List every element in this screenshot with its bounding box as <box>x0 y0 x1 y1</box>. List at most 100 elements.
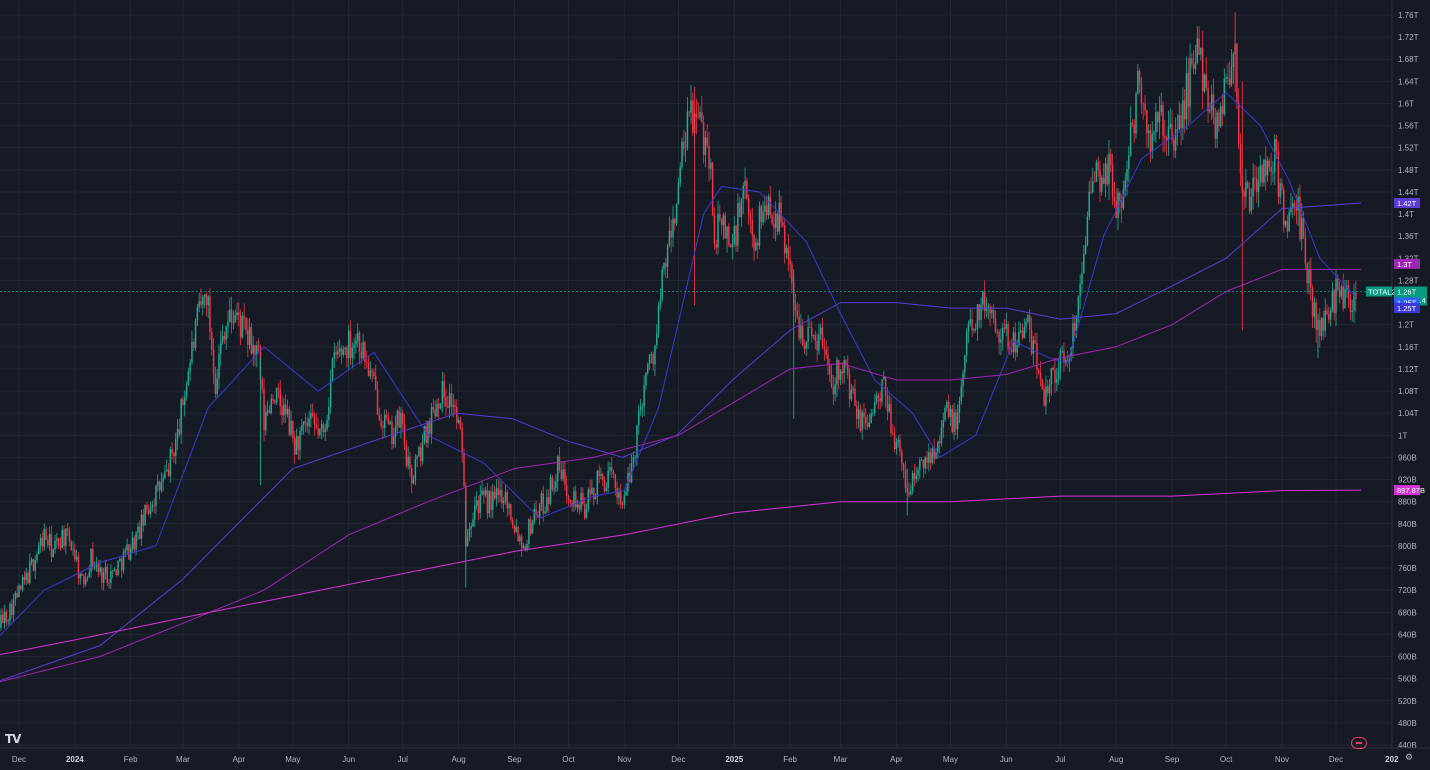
price-tick-label: 920B <box>1398 476 1417 485</box>
candle-body <box>120 558 123 571</box>
candle-body <box>1158 111 1161 123</box>
tradingview-logo-icon[interactable]: TV <box>5 732 22 746</box>
candle-body <box>692 100 694 133</box>
candle-body <box>283 404 285 416</box>
candle-body <box>140 514 143 539</box>
candle-body <box>1054 370 1056 383</box>
candle-body <box>34 560 36 571</box>
candle-body <box>1110 153 1112 166</box>
candle-body <box>383 414 386 428</box>
candle-body <box>59 545 62 548</box>
candle-body <box>54 540 56 550</box>
candle-body <box>1142 103 1144 105</box>
candle-body <box>104 566 107 573</box>
candle-body <box>697 117 699 118</box>
candle-body <box>663 263 665 270</box>
candle-body <box>142 514 145 526</box>
candle-body <box>1144 103 1146 111</box>
candle-body <box>401 412 404 424</box>
candle-body <box>632 457 635 463</box>
candle-body <box>652 354 654 365</box>
candle-body <box>787 247 790 259</box>
candle-body <box>403 423 406 445</box>
candle-body <box>1111 165 1114 198</box>
candle-body <box>1347 285 1350 299</box>
replay-icon[interactable] <box>1351 737 1367 749</box>
candle-body <box>176 429 179 440</box>
candle-body <box>295 436 298 455</box>
candle-body <box>746 180 748 199</box>
candle-body <box>1074 323 1076 332</box>
candle-body <box>856 405 858 419</box>
candle-body <box>949 408 952 417</box>
candle-body <box>1279 183 1281 197</box>
candle-body <box>1182 100 1184 129</box>
candle-body <box>773 223 775 228</box>
candle-body <box>171 449 173 454</box>
candle-body <box>513 524 516 533</box>
candle-body <box>902 463 905 470</box>
candle-body <box>261 379 263 389</box>
price-tick-label: 1.16T <box>1398 343 1419 352</box>
candle-body <box>184 397 186 406</box>
candle-body <box>102 572 105 583</box>
candle-body <box>164 471 166 479</box>
candle-body <box>1295 207 1298 211</box>
candle-body <box>1149 130 1152 153</box>
candle-body <box>47 540 49 546</box>
candle-body <box>870 413 872 423</box>
candle-body <box>115 569 118 576</box>
candle-body <box>960 386 963 401</box>
candle-body <box>207 296 209 306</box>
price-tick-label: 1.68T <box>1398 55 1419 64</box>
price-tick-label: 600B <box>1398 653 1417 662</box>
candle-body <box>641 406 644 408</box>
candle-body <box>378 414 381 421</box>
candle-body <box>427 420 429 443</box>
candle-body <box>5 611 8 622</box>
candle-body <box>1077 296 1080 316</box>
candle-body <box>706 137 708 146</box>
candle-body <box>625 491 627 496</box>
candle-body <box>1061 350 1063 352</box>
candle-body <box>265 412 267 431</box>
price-axis[interactable] <box>1392 0 1430 748</box>
candle-body <box>490 491 492 510</box>
candle-body <box>193 342 195 348</box>
candle-body <box>56 538 58 541</box>
settings-gear-icon[interactable]: ⚙ <box>1405 753 1414 763</box>
time-axis[interactable] <box>0 748 1430 770</box>
candle-body <box>1005 323 1008 329</box>
symbol-badge <box>1366 286 1392 297</box>
candle-body <box>974 328 977 330</box>
candle-body <box>1353 292 1355 311</box>
candle-body <box>349 330 352 359</box>
candle-body <box>1183 100 1186 120</box>
candle-body <box>956 412 959 430</box>
candle-body <box>380 420 382 426</box>
candle-body <box>1328 314 1330 320</box>
candle-body <box>686 111 689 148</box>
candle-body <box>729 245 732 248</box>
candle-body <box>223 335 226 340</box>
price-tick-label: 960B <box>1398 453 1417 462</box>
candle-body <box>191 342 193 363</box>
candle-body <box>592 488 595 499</box>
candle-body <box>1131 122 1134 125</box>
candle-body <box>924 457 926 469</box>
candle-body <box>1084 245 1087 254</box>
candle-body <box>436 403 438 417</box>
candle-body <box>454 404 456 407</box>
candle-body <box>25 572 27 581</box>
candle-body <box>937 441 939 453</box>
candle-body <box>564 469 566 486</box>
price-tick-label: 680B <box>1398 608 1417 617</box>
candle-body <box>747 198 750 215</box>
candle-body <box>389 421 391 424</box>
candle-body <box>27 572 29 584</box>
candle-body <box>1034 340 1036 344</box>
candle-body <box>762 211 764 223</box>
candle-body <box>848 374 851 400</box>
